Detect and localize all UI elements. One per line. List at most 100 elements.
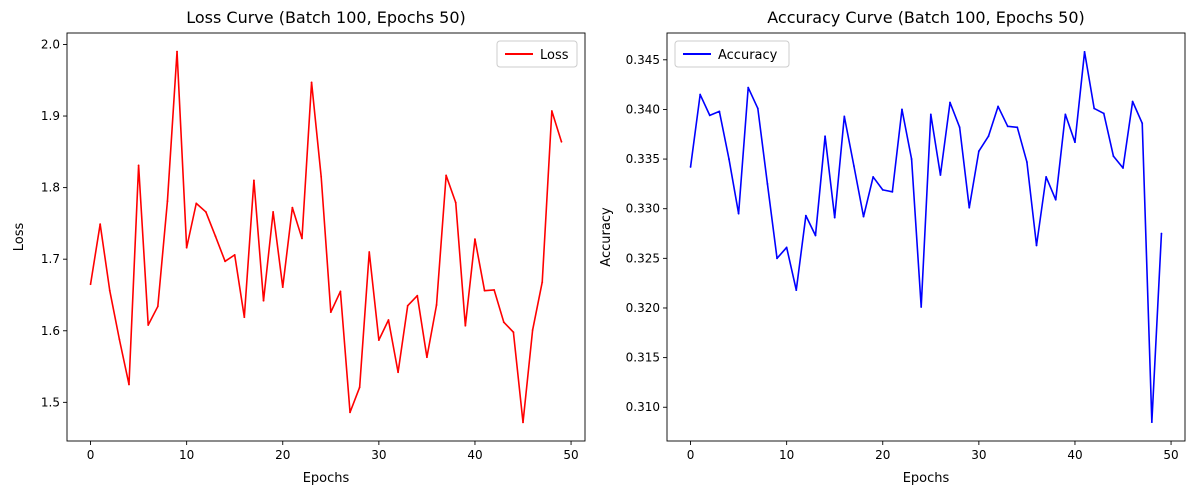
accuracy-data-point (824, 135, 826, 138)
loss-y-tick-label: 1.6 (41, 324, 60, 338)
accuracy-data-point (747, 86, 750, 89)
accuracy-y-tick-label: 0.310 (626, 400, 660, 414)
accuracy-data-point (689, 166, 692, 168)
accuracy-data-point (1006, 125, 1009, 128)
accuracy-plot-frame (666, 32, 1186, 442)
accuracy-data-point (958, 126, 961, 129)
loss-data-point (243, 316, 246, 319)
loss-data-point (483, 289, 486, 292)
accuracy-x-tick-label: 30 (971, 448, 986, 462)
accuracy-data-point (901, 108, 903, 111)
accuracy-y-axis-label: Accuracy (599, 207, 614, 267)
loss-data-point (502, 321, 505, 324)
accuracy-data-point (1074, 141, 1076, 144)
loss-data-point (233, 253, 236, 256)
loss-legend-box (496, 40, 578, 68)
loss-legend-label: Loss (540, 48, 569, 63)
loss-data-point (166, 200, 169, 203)
loss-data-point (156, 305, 159, 308)
loss-chart: 0 10 20 30 40 50 1.5 1.6 1.7 1.8 1.9 2.0 Loss Curve … (12, 8, 586, 486)
loss-legend: Loss (496, 40, 578, 68)
loss-y-tick-label: 2.0 (41, 37, 60, 51)
loss-y-axis-label: Loss (12, 223, 27, 252)
accuracy-data-point (1102, 112, 1105, 115)
accuracy-data-point (1054, 198, 1057, 201)
loss-data-point (349, 411, 351, 414)
loss-data-point (224, 260, 226, 263)
loss-data-point (281, 286, 284, 289)
loss-data-point (214, 235, 217, 238)
accuracy-data-point (853, 165, 855, 167)
loss-data-point (406, 304, 409, 307)
loss-x-tick-label: 10 (179, 448, 194, 462)
accuracy-data-point (939, 174, 942, 176)
loss-y-tick-label: 1.8 (41, 181, 60, 195)
loss-data-point (253, 179, 255, 182)
accuracy-chart-title: Accuracy Curve (Batch 100, Epochs 50) (767, 8, 1084, 27)
accuracy-y-tick-label: 0.340 (626, 102, 660, 116)
accuracy-data-point (862, 215, 865, 218)
accuracy-data-point (833, 216, 836, 219)
loss-data-point (176, 50, 178, 53)
loss-data-point (262, 299, 265, 302)
accuracy-y-tick-label: 0.335 (626, 152, 660, 166)
accuracy-data-point (1093, 107, 1096, 110)
accuracy-data-point (1131, 100, 1134, 103)
loss-data-point (426, 356, 428, 359)
loss-data-point (377, 339, 380, 341)
loss-data-point (137, 164, 140, 167)
loss-data-point (522, 421, 524, 424)
loss-plot-frame (66, 32, 586, 442)
accuracy-legend: Accuracy (674, 40, 790, 68)
loss-x-axis-label: Epochs (303, 471, 350, 486)
loss-data-point (397, 371, 399, 374)
accuracy-data-point (949, 101, 951, 104)
accuracy-chart: 0 10 20 30 40 50 0.310 0.315 0.320 0.325 0.330 0.33… (599, 8, 1186, 486)
loss-data-point (310, 81, 313, 84)
loss-data-point (541, 281, 544, 283)
loss-data-point (550, 110, 553, 112)
loss-data-point (185, 246, 188, 249)
loss-x-tick-label: 0 (87, 448, 95, 462)
accuracy-data-point (977, 150, 980, 153)
loss-y-tick-label: 1.9 (41, 109, 60, 123)
accuracy-data-point (737, 212, 740, 215)
loss-data-point (301, 237, 303, 240)
loss-y-tick-label: 1.7 (41, 252, 60, 266)
loss-data-point (147, 324, 150, 326)
accuracy-data-point (1083, 50, 1086, 53)
loss-data-point (560, 140, 563, 143)
accuracy-data-point (910, 158, 913, 160)
loss-chart-title: Loss Curve (Batch 100, Epochs 50) (186, 8, 466, 27)
accuracy-x-tick-label: 0 (687, 448, 695, 462)
accuracy-x-tick-label: 50 (1163, 448, 1178, 462)
accuracy-data-point (1064, 113, 1067, 116)
loss-data-point (118, 338, 121, 341)
accuracy-data-point (804, 214, 807, 217)
accuracy-data-point (766, 182, 769, 185)
accuracy-data-point (814, 234, 817, 237)
accuracy-data-point (1035, 244, 1038, 247)
loss-data-point (474, 238, 476, 241)
accuracy-data-point (718, 110, 721, 113)
accuracy-x-tick-label: 10 (779, 448, 794, 462)
loss-data-point (89, 283, 92, 286)
loss-data-point (108, 289, 111, 292)
loss-data-point (128, 383, 130, 386)
accuracy-data-point (1160, 232, 1163, 235)
accuracy-data-point (699, 93, 702, 96)
loss-x-tick-label: 20 (275, 448, 290, 462)
loss-x-tick-label: 40 (467, 448, 482, 462)
accuracy-data-point (997, 105, 999, 108)
loss-data-point (272, 211, 275, 213)
loss-data-point (493, 289, 496, 291)
accuracy-x-tick-label: 20 (875, 448, 890, 462)
loss-x-tick-label: 30 (371, 448, 386, 462)
accuracy-data-point (920, 306, 923, 308)
loss-data-point (204, 211, 207, 213)
loss-data-point (454, 201, 457, 204)
loss-data-point (320, 175, 323, 178)
accuracy-data-point (968, 206, 971, 209)
